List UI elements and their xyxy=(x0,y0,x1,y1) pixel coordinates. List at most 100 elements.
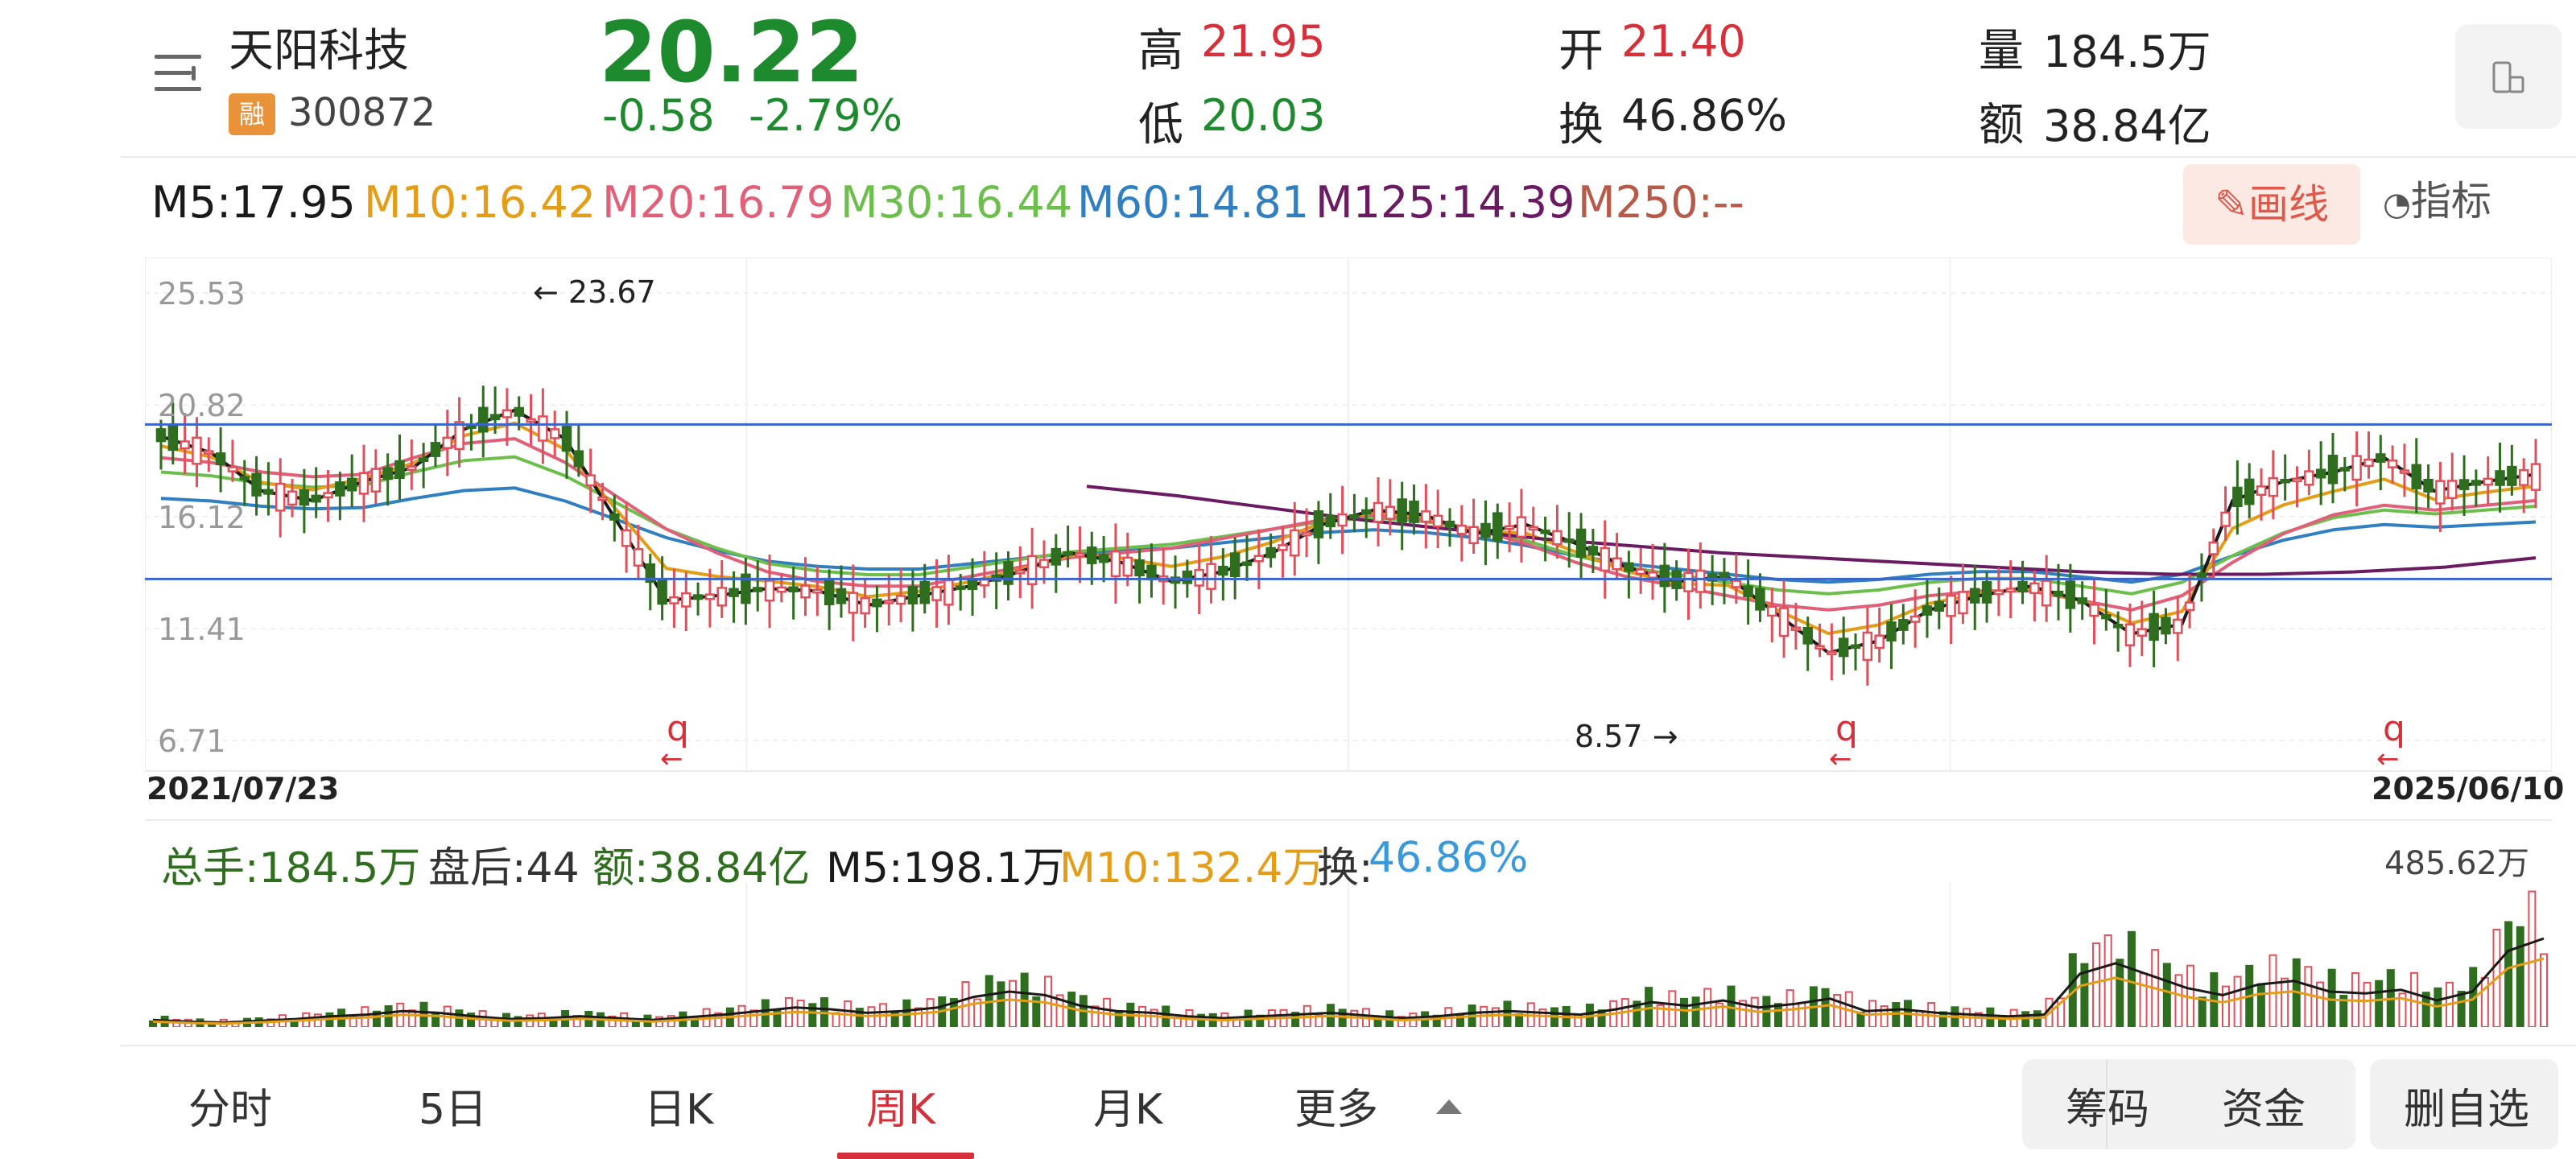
candle-body xyxy=(2161,617,2171,635)
candle-body xyxy=(2376,453,2386,463)
candle-body xyxy=(311,494,321,503)
candle-body xyxy=(2149,612,2159,641)
y-tick-label: 16.12 xyxy=(158,500,246,535)
candle-body xyxy=(2280,478,2290,484)
tab-intraday[interactable]: 分时 xyxy=(188,1086,273,1134)
ma125-label: M125:14.39 xyxy=(1315,177,1575,228)
volume-bar xyxy=(1715,1002,1724,1027)
candle xyxy=(358,444,369,522)
candle xyxy=(1158,547,1169,605)
candle-body xyxy=(585,474,596,487)
q-marker-arrow: ← xyxy=(2376,743,2400,773)
candle xyxy=(2507,444,2517,496)
candle xyxy=(621,501,632,573)
candle-body xyxy=(943,579,954,606)
candle xyxy=(2161,608,2171,645)
candle xyxy=(716,559,727,618)
candle-body xyxy=(1850,644,1861,650)
tab-5day[interactable]: 5日 xyxy=(419,1086,488,1134)
draw-line-button[interactable]: ✎画线 xyxy=(2183,164,2360,245)
candle-body xyxy=(549,428,560,439)
candle xyxy=(1624,551,1634,599)
candle xyxy=(1290,501,1300,576)
candle-body xyxy=(204,450,214,455)
candle xyxy=(1337,485,1348,555)
caret-up-icon[interactable] xyxy=(1436,1099,1462,1114)
candle xyxy=(704,568,716,628)
candle xyxy=(1993,567,2004,617)
candle xyxy=(1480,500,1491,566)
candle-body xyxy=(1659,564,1670,588)
tab-more[interactable]: 更多 xyxy=(1294,1086,1379,1134)
candle xyxy=(2292,466,2302,508)
turnover-label: 换 xyxy=(1558,99,1604,151)
candle-body xyxy=(2351,455,2362,481)
volume-bar xyxy=(1091,1005,1100,1027)
candle xyxy=(1170,555,1181,609)
candle-body xyxy=(2435,480,2446,505)
candle xyxy=(2458,455,2470,517)
indicator-button[interactable]: ◔指标 xyxy=(2383,169,2491,227)
candle xyxy=(1229,537,1241,600)
volume-bar xyxy=(2339,995,2348,1027)
candle-body xyxy=(2029,582,2040,595)
candle xyxy=(370,449,382,505)
candle-body xyxy=(358,472,369,495)
candle xyxy=(2376,435,2386,490)
chips-button[interactable]: 筹码 xyxy=(2066,1086,2150,1134)
candle-body xyxy=(1063,551,1073,556)
open-label: 开 xyxy=(1558,25,1604,77)
candle xyxy=(502,388,513,446)
header-divider xyxy=(121,156,2576,158)
candle xyxy=(872,585,882,633)
volume-bar xyxy=(2021,1011,2030,1027)
volume-bar xyxy=(1821,988,1830,1027)
candle xyxy=(1874,607,1885,663)
candle xyxy=(1862,607,1873,686)
candle-body xyxy=(263,489,274,495)
candle xyxy=(1456,505,1468,562)
y-tick-label: 6.71 xyxy=(158,724,226,759)
candle-body xyxy=(1278,544,1288,551)
volume-m10: M10:132.4万 xyxy=(1059,844,1325,893)
candle xyxy=(2518,458,2529,514)
candle-body xyxy=(2530,463,2541,491)
candle-body xyxy=(2411,464,2422,489)
candle xyxy=(180,413,190,475)
candle-body xyxy=(346,477,357,492)
candle xyxy=(1313,501,1324,564)
high-label: 高 xyxy=(1138,25,1183,77)
volume-bar xyxy=(1009,980,1018,1027)
funds-button[interactable]: 资金 xyxy=(2222,1086,2306,1134)
candle xyxy=(2232,460,2243,535)
device-toggle-button[interactable] xyxy=(2455,24,2562,129)
tab-monthly[interactable]: 月K xyxy=(1093,1086,1163,1134)
candle-body xyxy=(2518,468,2529,486)
candle xyxy=(263,462,274,516)
candle xyxy=(382,453,393,506)
candle xyxy=(2483,456,2493,505)
candle-body xyxy=(1838,637,1849,658)
tab-weekly[interactable]: 周K xyxy=(866,1086,936,1134)
candle-body xyxy=(1587,546,1599,556)
tab-daily[interactable]: 日K xyxy=(644,1086,714,1134)
candle xyxy=(1444,508,1455,547)
candle-body xyxy=(370,468,382,493)
volume-bar xyxy=(514,1016,522,1027)
candle xyxy=(2208,528,2219,580)
volume-chart[interactable] xyxy=(145,882,2552,1027)
candle-body xyxy=(1922,605,1933,616)
candle-body xyxy=(597,496,608,501)
candle-body xyxy=(1504,525,1515,530)
candle-body xyxy=(2399,469,2410,474)
candle xyxy=(1540,516,1550,562)
remove-watchlist-pill xyxy=(2370,1059,2558,1149)
volume-value: 184.5万 xyxy=(2043,27,2211,77)
remove-watchlist-button[interactable]: 删自选 xyxy=(2404,1086,2530,1134)
ma10-label: M10:16.42 xyxy=(364,177,597,228)
candle-body xyxy=(2005,588,2016,593)
candle xyxy=(2256,468,2267,521)
candle xyxy=(1504,502,1515,553)
menu-icon[interactable] xyxy=(155,52,206,97)
